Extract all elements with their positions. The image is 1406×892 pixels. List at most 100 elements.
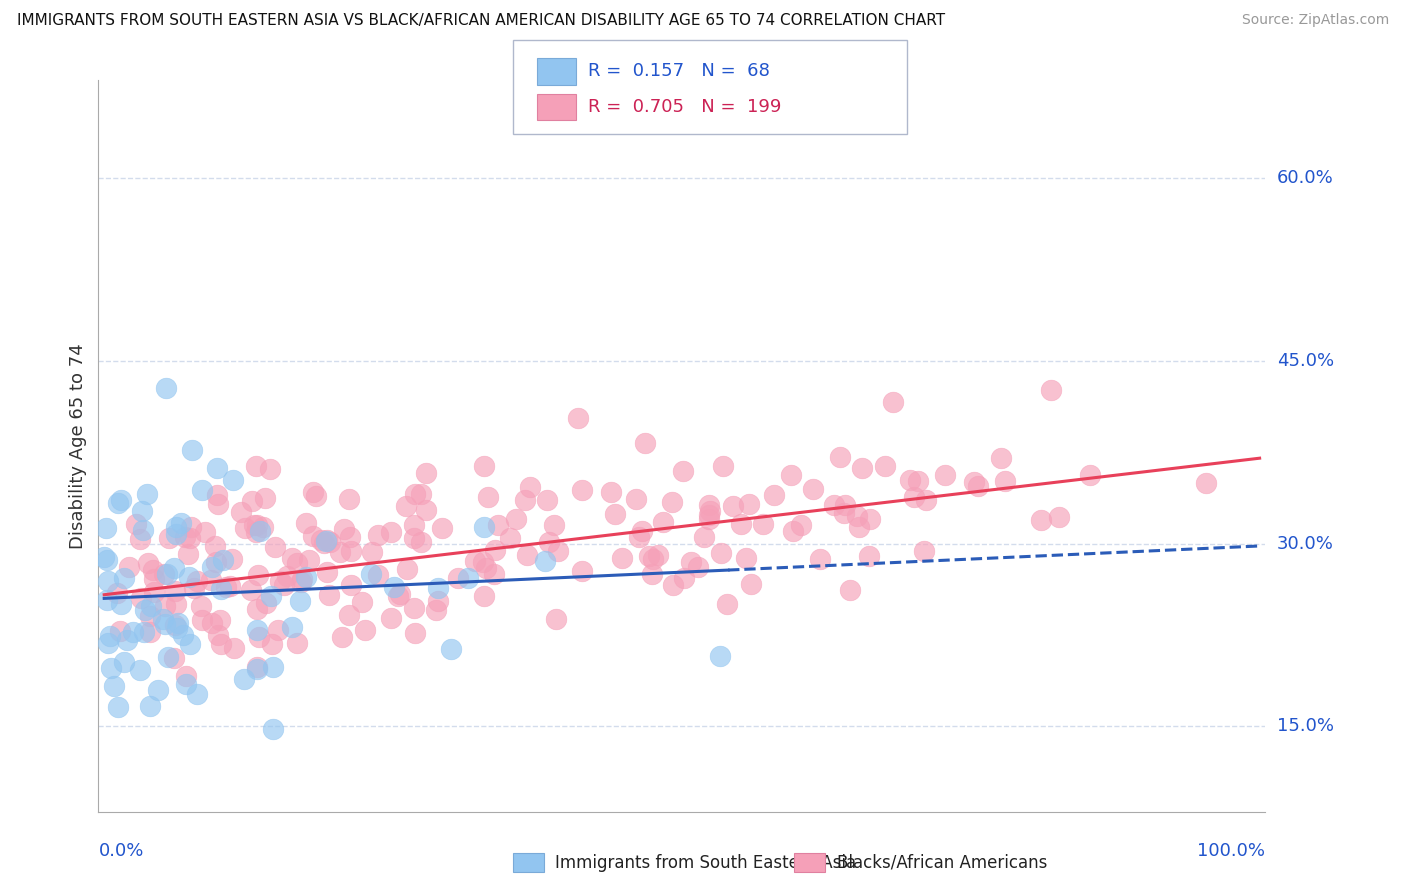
Point [651, 515, 673, 529]
Point [463, 553, 485, 567]
Point [129, 533, 152, 547]
Point [721, 499, 744, 513]
Point [513, 492, 536, 507]
Point [246, 623, 269, 637]
Point [474, 459, 496, 474]
Point [290, 572, 312, 586]
Point [697, 508, 720, 522]
Point [174, 669, 197, 683]
Point [243, 518, 266, 533]
Point [679, 555, 702, 569]
Point [409, 534, 432, 549]
Point [262, 659, 284, 673]
Text: 100.0%: 100.0% [1198, 842, 1265, 860]
Point [516, 549, 538, 563]
Point [166, 621, 188, 635]
Point [898, 473, 921, 487]
Point [107, 700, 129, 714]
Point [260, 589, 283, 603]
Point [98, 630, 121, 644]
Point [108, 624, 131, 638]
Point [163, 651, 186, 665]
Point [415, 466, 437, 480]
Point [156, 650, 179, 665]
Point [273, 577, 295, 591]
Point [477, 490, 499, 504]
Y-axis label: Disability Age 65 to 74: Disability Age 65 to 74 [69, 343, 87, 549]
Point [285, 557, 308, 571]
Point [222, 473, 245, 487]
Point [471, 555, 494, 569]
Point [170, 516, 193, 530]
Point [207, 497, 229, 511]
Point [638, 549, 661, 564]
Point [486, 517, 509, 532]
Point [246, 660, 269, 674]
Point [571, 483, 593, 497]
Point [179, 569, 201, 583]
Point [915, 493, 938, 508]
Point [186, 574, 208, 589]
Point [415, 502, 437, 516]
Point [402, 531, 425, 545]
Point [547, 544, 569, 558]
Point [340, 578, 363, 592]
Point [100, 661, 122, 675]
Point [174, 677, 197, 691]
Point [780, 467, 803, 482]
Point [387, 589, 409, 603]
Point [125, 516, 148, 531]
Point [177, 547, 200, 561]
Point [912, 543, 935, 558]
Point [740, 576, 762, 591]
Point [245, 458, 267, 473]
Point [333, 522, 356, 536]
Point [339, 530, 361, 544]
Point [404, 625, 426, 640]
Point [166, 615, 188, 630]
Point [329, 545, 352, 559]
Text: 45.0%: 45.0% [1277, 351, 1334, 369]
Point [315, 534, 337, 549]
Point [319, 535, 342, 549]
Point [142, 572, 165, 586]
Point [302, 529, 325, 543]
Point [699, 511, 721, 525]
Point [967, 479, 990, 493]
Point [246, 517, 269, 532]
Point [519, 480, 541, 494]
Point [131, 504, 153, 518]
Point [1078, 468, 1101, 483]
Point [934, 468, 956, 483]
Point [246, 568, 269, 582]
Point [264, 540, 287, 554]
Point [994, 474, 1017, 488]
Point [875, 458, 897, 473]
Point [858, 549, 880, 563]
Point [110, 597, 132, 611]
Point [839, 583, 862, 598]
Point [730, 516, 752, 531]
Point [380, 611, 402, 625]
Point [763, 488, 786, 502]
Point [543, 517, 565, 532]
Point [907, 474, 929, 488]
Point [316, 533, 339, 548]
Point [285, 636, 308, 650]
Point [544, 611, 567, 625]
Point [382, 581, 405, 595]
Point [174, 530, 197, 544]
Point [245, 662, 267, 676]
Point [305, 489, 328, 503]
Point [181, 442, 204, 457]
Point [361, 544, 384, 558]
Point [388, 587, 411, 601]
Point [686, 560, 709, 574]
Point [136, 487, 159, 501]
Point [224, 641, 246, 656]
Point [245, 525, 267, 540]
Point [295, 516, 318, 530]
Point [141, 599, 163, 614]
Point [259, 461, 281, 475]
Text: R =  0.157   N =  68: R = 0.157 N = 68 [588, 62, 769, 80]
